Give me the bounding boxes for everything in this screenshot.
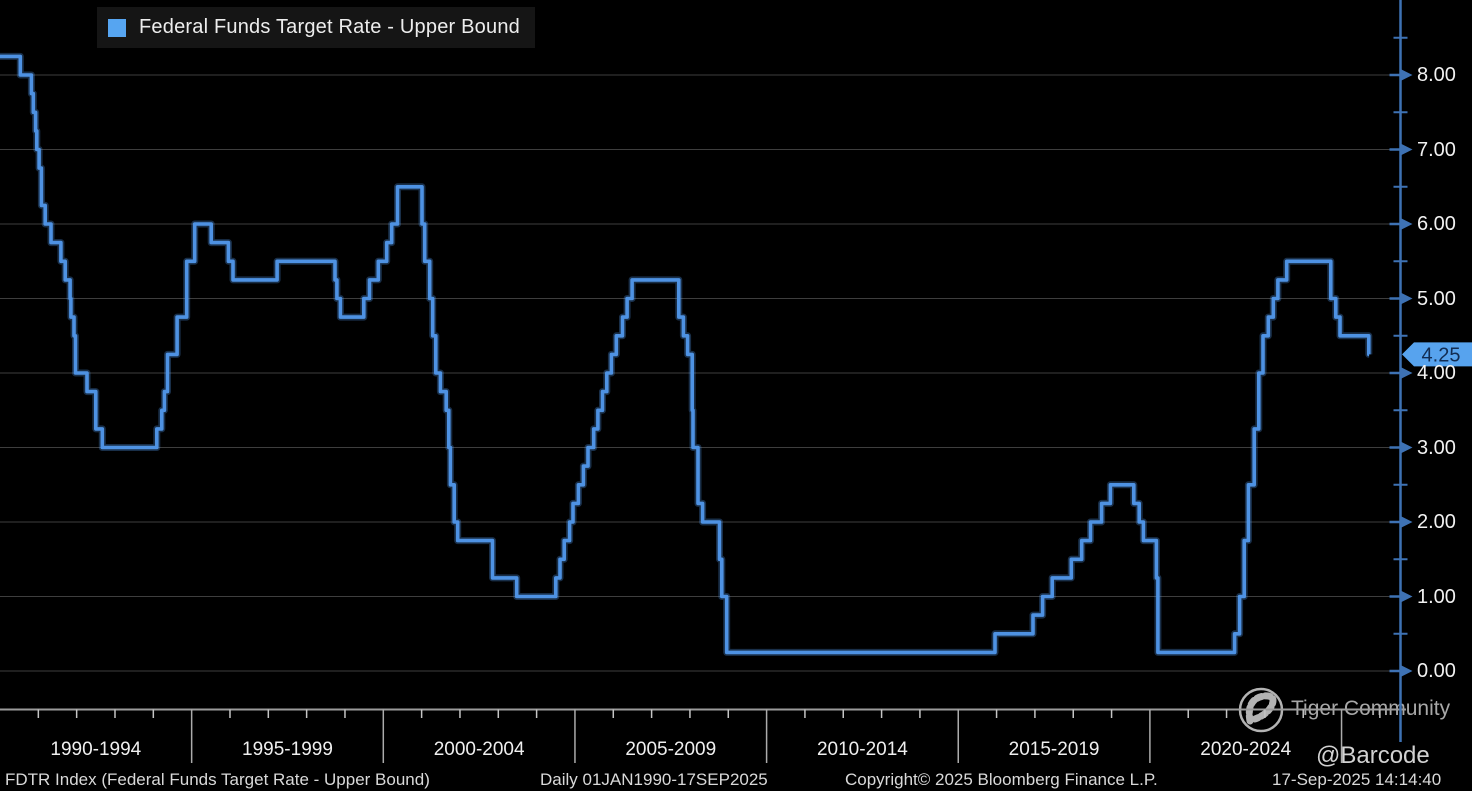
y-axis-tick-arrow-4 (1401, 367, 1413, 379)
legend-series-label: Federal Funds Target Rate - Upper Bound (139, 16, 520, 38)
y-axis-tick-arrow-6 (1401, 218, 1413, 230)
y-axis-tick-arrow-0 (1401, 665, 1413, 677)
last-value-tag (1402, 342, 1472, 367)
y-axis-tick-arrow-2 (1401, 516, 1413, 528)
rate-step-line-glow (0, 52, 1373, 656)
y-axis-tick-arrow-8 (1401, 69, 1413, 81)
y-axis-tick-arrow-3 (1401, 442, 1413, 453)
last-value-tag-text: 4.25 (1422, 344, 1461, 366)
y-axis-tick-arrow-7 (1401, 144, 1413, 155)
rate-step-line (0, 54, 1371, 655)
y-axis-tick-arrow-5 (1401, 293, 1413, 304)
legend[interactable]: Federal Funds Target Rate - Upper Bound (97, 7, 535, 48)
y-axis-tick-arrow-1 (1401, 591, 1413, 602)
legend-series-swatch (108, 18, 126, 37)
